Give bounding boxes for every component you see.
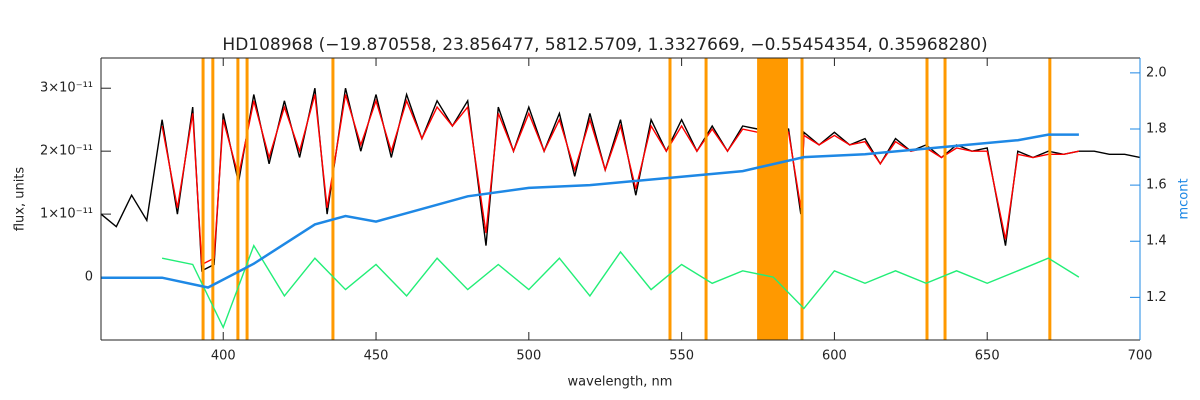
x-tick-label: 500: [516, 349, 541, 364]
y-tick-label: 2×10⁻¹¹: [40, 144, 93, 159]
x-tick-label: 600: [822, 349, 847, 364]
y2-tick-label: 1.6: [1146, 178, 1167, 193]
x-tick-label: 400: [211, 349, 236, 364]
y2-tick-label: 1.8: [1146, 121, 1167, 136]
y2-tick-label: 2.0: [1146, 65, 1167, 80]
series-line: [161, 244, 1080, 330]
y2-axis-label: mcont: [1177, 178, 1192, 219]
y-tick-label: 0: [85, 270, 93, 285]
series-line: [101, 88, 1140, 272]
x-tick-label: 550: [669, 349, 694, 364]
series-line: [101, 133, 1079, 289]
x-axis-label: wavelength, nm: [568, 375, 673, 390]
y2-tick-label: 1.2: [1146, 290, 1167, 305]
y2-tick-label: 1.4: [1146, 234, 1167, 249]
y-tick-label: 1×10⁻¹¹: [40, 207, 93, 222]
x-tick-label: 650: [975, 349, 1000, 364]
x-tick-label: 450: [364, 349, 389, 364]
masked-band: [757, 58, 788, 340]
x-tick-label: 700: [1128, 349, 1153, 364]
chart-title: HD108968 (−19.870558, 23.856477, 5812.57…: [222, 35, 987, 55]
y-axis-label: flux, units: [13, 167, 28, 232]
y-tick-label: 3×10⁻¹¹: [40, 81, 93, 96]
